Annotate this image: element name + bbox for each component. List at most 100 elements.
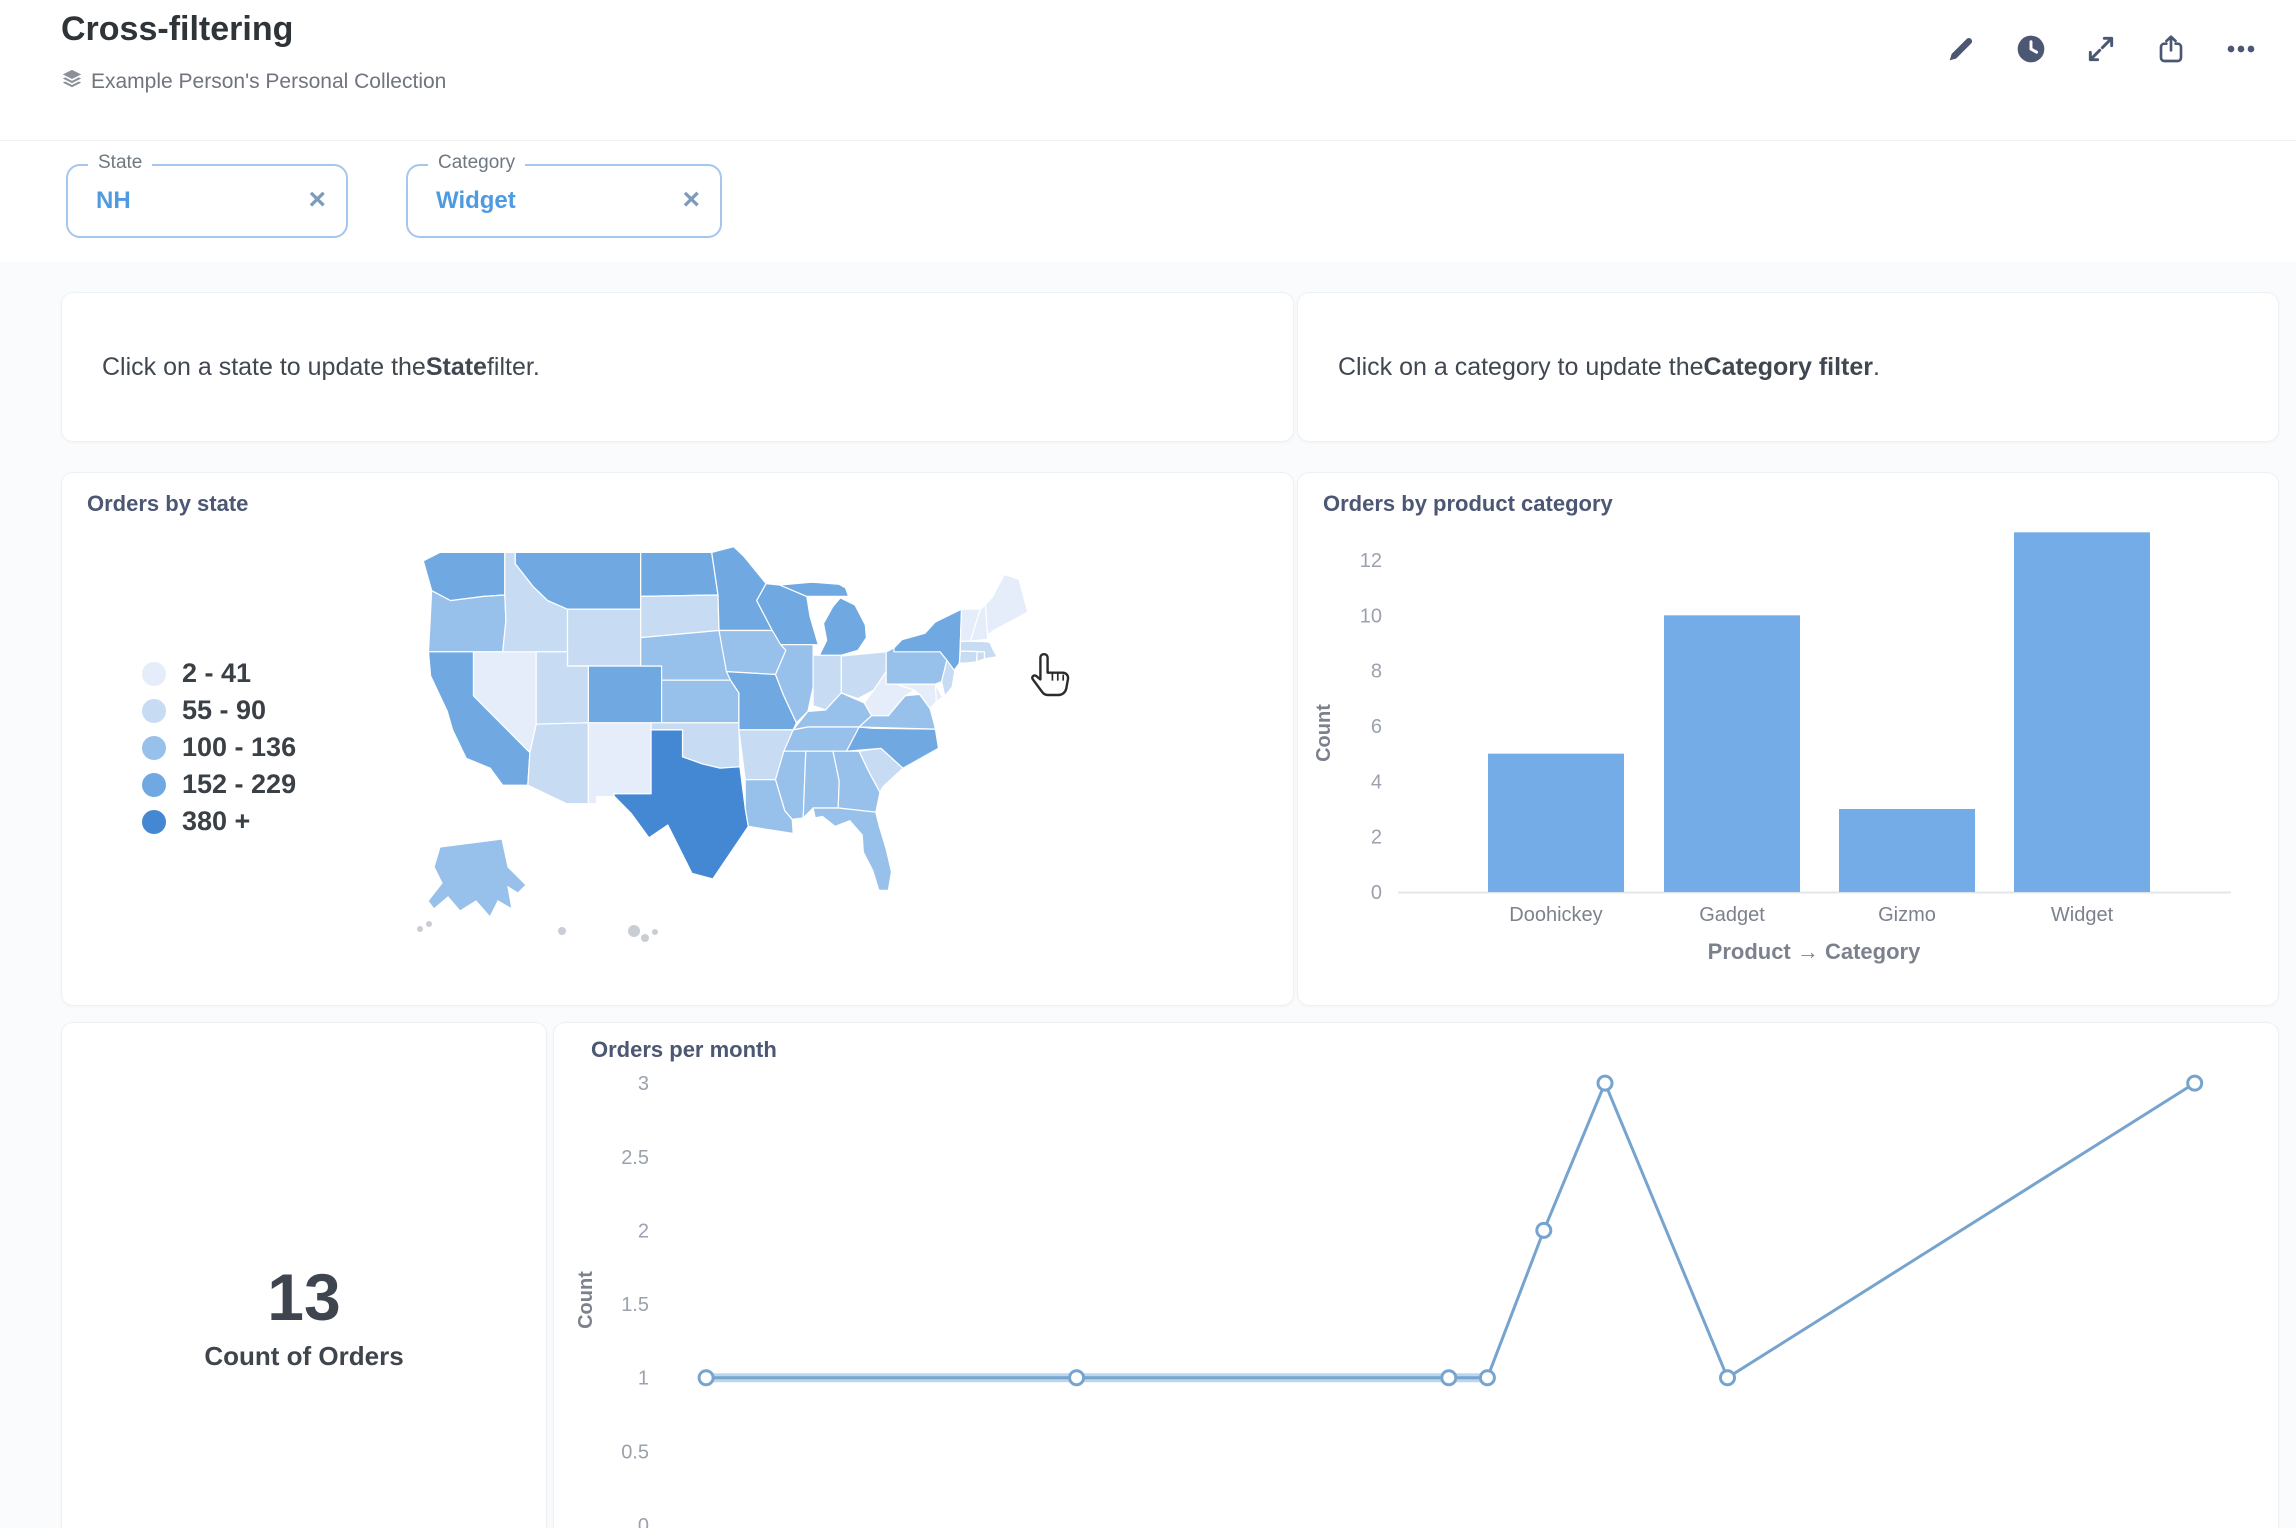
pencil-icon (1949, 38, 1973, 61)
filter-chip-category[interactable]: Category Widget × (406, 152, 722, 238)
state-CO[interactable] (587, 665, 663, 724)
bar-widget[interactable] (2014, 532, 2150, 892)
legend-row: 100 - 136 (142, 729, 296, 766)
legend-dot (142, 772, 166, 797)
card-title: Orders per month (591, 1037, 777, 1062)
map-legend: 2 - 41 55 - 90 100 - 136 152 - 229 380 + (142, 655, 296, 840)
x-tick-label: Widget (2051, 904, 2114, 926)
state-DE[interactable] (934, 683, 944, 703)
mouse-cursor-hand-icon (1031, 653, 1070, 697)
state-NH[interactable] (969, 604, 989, 642)
ellipsis-icon (2227, 45, 2255, 53)
bar-chart[interactable]: 0 2 4 6 8 10 12 Doohickey Gadget Gizmo Widget Produ… (1298, 473, 2276, 1003)
y-tick-label: 0.5 (621, 1441, 649, 1463)
bar-doohickey[interactable] (1488, 753, 1624, 892)
data-point[interactable] (1478, 1369, 1496, 1387)
state-HI[interactable] (652, 929, 658, 935)
state-ME[interactable] (984, 573, 1029, 636)
y-tick-label: 10 (1360, 605, 1382, 627)
y-tick-label: 3 (638, 1073, 649, 1095)
state-PA[interactable] (885, 647, 948, 685)
state-KS[interactable] (661, 679, 740, 724)
expand-icon (2088, 36, 2114, 62)
data-point[interactable] (2186, 1074, 2204, 1092)
filter-label: Category (428, 152, 526, 174)
text-run: filter. (486, 352, 540, 381)
text-run: Click on a state to update the (102, 352, 426, 381)
state-CT[interactable] (958, 650, 978, 664)
filter-chip-state[interactable]: State NH × (66, 152, 348, 238)
y-tick-label: 1.5 (621, 1294, 649, 1316)
scalar-value: 13 (267, 1260, 341, 1334)
share-button[interactable] (2152, 30, 2190, 68)
state-OR[interactable] (427, 590, 507, 653)
filter-value: Widget (436, 187, 516, 214)
state-TX[interactable] (612, 729, 749, 880)
state-MIUP[interactable] (779, 581, 850, 598)
breadcrumb[interactable]: Example Person's Personal Collection (61, 68, 446, 96)
card-orders-per-month: Orders per month 3 2.5 2 1.5 1 0.5 0 Count (553, 1022, 2279, 1528)
state-HI[interactable] (628, 925, 640, 937)
y-tick-label: 0 (638, 1515, 649, 1528)
y-tick-label: 8 (1371, 661, 1382, 683)
legend-dot (142, 735, 166, 760)
text-run: . (1873, 352, 1880, 381)
card-count-of-orders: 13 Count of Orders (61, 1022, 547, 1528)
state-MI[interactable] (818, 597, 867, 656)
text-run: Click on a category to update the (1338, 352, 1704, 381)
remove-filter-icon[interactable]: × (682, 183, 700, 216)
state-WY[interactable] (566, 608, 642, 667)
x-tick-label: Doohickey (1509, 904, 1602, 926)
more-options-button[interactable] (2222, 30, 2260, 68)
y-tick-label: 0 (1371, 882, 1382, 904)
data-point[interactable] (697, 1369, 715, 1387)
y-tick-label: 1 (638, 1368, 649, 1390)
state-NC[interactable] (845, 726, 940, 769)
y-tick-label: 2 (638, 1220, 649, 1242)
card-title: Orders by product category (1323, 491, 1613, 516)
auto-refresh-button[interactable] (2012, 30, 2050, 68)
state-RI[interactable] (975, 650, 986, 663)
line-chart[interactable]: 3 2.5 2 1.5 1 0.5 0 Count (554, 1023, 2276, 1528)
dashboard-header: Cross-filtering Example Person's Persona… (0, 0, 2296, 141)
share-icon (2159, 35, 2183, 63)
header-actions (1942, 30, 2260, 68)
state-WI[interactable] (756, 582, 819, 646)
data-point[interactable] (1068, 1369, 1086, 1387)
data-point[interactable] (1719, 1369, 1736, 1387)
state-AZ[interactable] (527, 722, 589, 805)
fullscreen-button[interactable] (2082, 30, 2120, 68)
filter-label: State (88, 152, 153, 174)
clock-icon (2017, 35, 2045, 63)
us-choropleth-map[interactable] (412, 535, 1072, 975)
bar-gadget[interactable] (1664, 615, 1800, 892)
data-point[interactable] (1596, 1074, 1614, 1092)
legend-label: 380 + (182, 806, 251, 836)
legend-dot (142, 809, 166, 834)
bar-gizmo[interactable] (1839, 809, 1975, 892)
legend-dot (142, 698, 166, 723)
text-run: Category filter (1703, 352, 1873, 381)
legend-label: 152 - 229 (182, 769, 297, 799)
text-card-content: Click on a category to update the Catego… (1338, 293, 1880, 441)
data-point[interactable] (1440, 1369, 1458, 1387)
text-run: State (425, 352, 487, 381)
page-title: Cross-filtering (61, 10, 294, 48)
data-point[interactable] (1535, 1221, 1553, 1239)
state-HI[interactable] (641, 934, 649, 942)
text-card-content: Click on a state to update the State fil… (102, 293, 540, 441)
collection-layers-icon (61, 68, 83, 96)
legend-row: 2 - 41 (142, 655, 296, 692)
card-orders-by-state: Orders by state 2 - 41 55 - 90 100 - 136 15… (61, 472, 1294, 1006)
state-ND[interactable] (640, 551, 719, 598)
island (417, 926, 423, 932)
island (426, 921, 432, 927)
state-MA[interactable] (959, 640, 998, 660)
state-FL[interactable] (812, 807, 893, 891)
y-tick-label: 2.5 (621, 1147, 649, 1169)
state-AK[interactable] (427, 838, 527, 919)
edit-dashboard-button[interactable] (1942, 30, 1980, 68)
state-NM[interactable] (587, 722, 652, 805)
remove-filter-icon[interactable]: × (308, 183, 326, 216)
